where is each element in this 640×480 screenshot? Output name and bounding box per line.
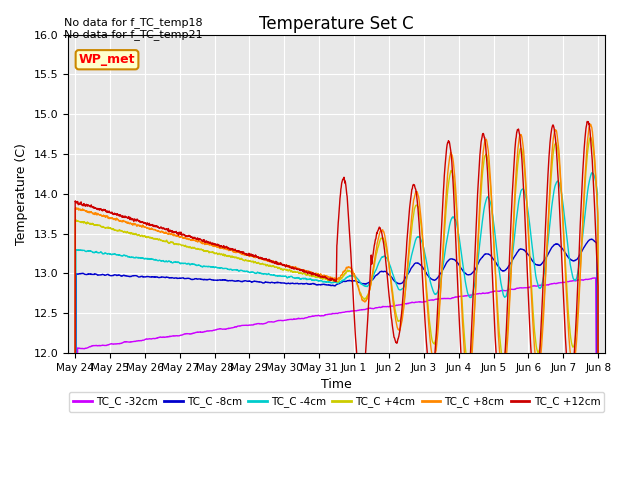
Title: Temperature Set C: Temperature Set C	[259, 15, 414, 33]
Text: WP_met: WP_met	[79, 53, 135, 66]
X-axis label: Time: Time	[321, 378, 352, 391]
Legend: TC_C -32cm, TC_C -8cm, TC_C -4cm, TC_C +4cm, TC_C +8cm, TC_C +12cm: TC_C -32cm, TC_C -8cm, TC_C -4cm, TC_C +…	[68, 392, 604, 411]
Text: No data for f_TC_temp18
No data for f_TC_temp21: No data for f_TC_temp18 No data for f_TC…	[64, 17, 203, 40]
Y-axis label: Temperature (C): Temperature (C)	[15, 143, 28, 245]
